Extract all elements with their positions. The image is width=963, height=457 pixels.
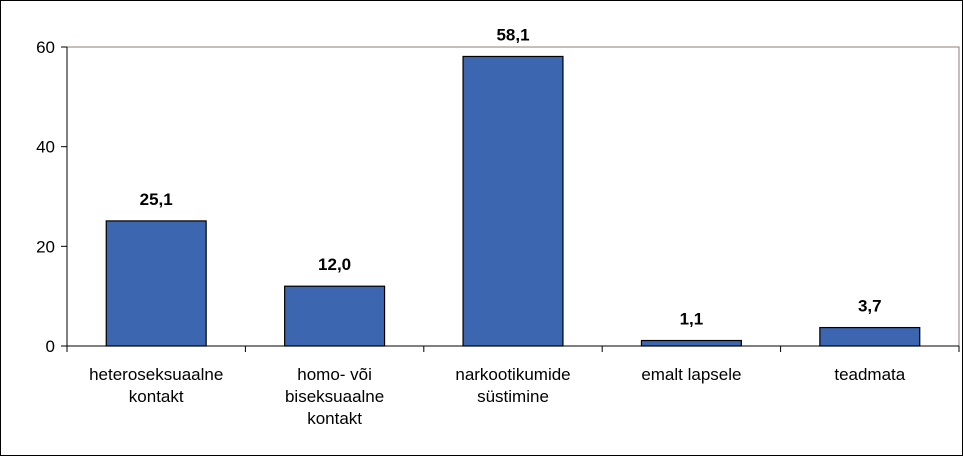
y-tick-label: 60 [36,38,55,57]
category-label-line: emalt lapsele [641,365,741,384]
bar [462,55,564,347]
bar [819,326,921,347]
data-label: 12,0 [318,255,351,274]
category-label-line: homo- või [297,365,372,384]
bar [284,285,386,347]
data-label: 58,1 [496,25,529,44]
data-labels: 25,1 12,0 58,1 1,1 3,7 [140,25,882,328]
y-tick-label: 0 [46,337,55,356]
data-label: 25,1 [140,190,173,209]
category-label-line: kontakt [307,409,362,428]
y-tick-label: 40 [36,138,55,157]
y-axis: 0 20 40 60 [36,38,68,356]
category-label-line: biseksuaalne [285,387,384,406]
category-label: emalt lapsele [641,365,741,384]
x-axis [66,345,960,352]
category-label-line: kontakt [129,387,184,406]
bar [105,220,207,347]
category-label: heteroseksuaalne kontakt [89,365,223,406]
category-label-line: teadmata [834,365,905,384]
category-label-line: narkootikumide [455,365,570,384]
category-label: homo- või biseksuaalne kontakt [285,365,384,428]
data-label: 1,1 [680,310,704,329]
bar [640,339,742,347]
category-label: narkootikumide süstimine [455,365,570,406]
bars [105,55,921,347]
data-label: 3,7 [858,297,882,316]
category-label: teadmata [834,365,905,384]
category-label-line: süstimine [477,387,549,406]
category-label-line: heteroseksuaalne [89,365,223,384]
y-tick-label: 20 [36,237,55,256]
category-labels: heteroseksuaalne kontakt homo- või biseksua… [89,365,906,428]
